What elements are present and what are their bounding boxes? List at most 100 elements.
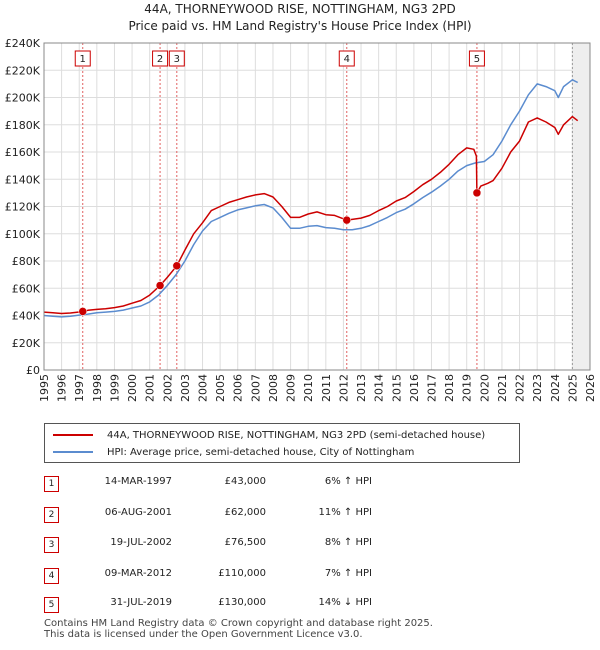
sale-price: £130,000	[218, 597, 266, 608]
forecast-shade	[571, 43, 590, 370]
x-tick-label: 1997	[73, 374, 86, 402]
x-tick-label: 2024	[549, 374, 562, 402]
sale-badge: 3	[44, 537, 59, 553]
x-tick-label: 2008	[267, 374, 280, 402]
x-tick-label: 1998	[91, 374, 104, 402]
table-row: 3 19-JUL-2002 £76,500 8% ↑ HPI	[44, 537, 584, 553]
x-tick-label: 1996	[56, 374, 69, 402]
sale-date: 09-MAR-2012	[104, 568, 172, 579]
y-tick-label: £180K	[5, 119, 41, 132]
table-row: 5 31-JUL-2019 £130,000 14% ↓ HPI	[44, 597, 584, 613]
y-tick-label: £220K	[5, 64, 41, 77]
x-tick-label: 2003	[179, 374, 192, 402]
legend-item-property: 44A, THORNEYWOOD RISE, NOTTINGHAM, NG3 2…	[53, 427, 485, 443]
y-tick-label: £80K	[12, 255, 41, 268]
sale-number-box	[168, 50, 185, 67]
sale-point	[155, 281, 165, 290]
sale-date: 19-JUL-2002	[110, 537, 172, 548]
y-tick-label: £240K	[5, 37, 41, 50]
sale-point	[78, 307, 87, 316]
chart-subtitle: Price paid vs. HM Land Registry's House …	[128, 19, 471, 33]
x-tick-label: 2000	[126, 374, 139, 402]
y-tick-label: £100K	[5, 228, 41, 241]
sale-number-box	[468, 50, 485, 67]
x-tick-label: 1995	[38, 374, 51, 402]
y-tick-label: £20K	[12, 337, 41, 350]
x-tick-label: 2002	[161, 374, 174, 402]
plot-border	[43, 42, 591, 371]
legend-label-hpi: HPI: Average price, semi-detached house,…	[107, 446, 415, 458]
legend-label-property: 44A, THORNEYWOOD RISE, NOTTINGHAM, NG3 2…	[107, 429, 486, 441]
x-tick-label: 2022	[514, 374, 527, 402]
y-tick-label: £160K	[5, 146, 41, 159]
x-tick-label: 2025	[566, 374, 579, 402]
legend-swatch-property	[53, 434, 93, 436]
footer-copyright: Contains HM Land Registry data © Crown c…	[44, 618, 433, 629]
x-tick-label: 2018	[443, 374, 456, 402]
sale-number-box	[152, 50, 169, 67]
sale-hpi: 11% ↑ HPI	[318, 507, 372, 518]
y-tick-label: £0	[26, 364, 40, 377]
y-tick-label: £120K	[5, 201, 41, 214]
sale-number-label: 4	[344, 54, 350, 65]
x-tick-label: 2020	[478, 374, 491, 402]
x-tick-label: 2026	[584, 374, 597, 402]
sale-hpi: 6% ↑ HPI	[324, 476, 372, 487]
x-tick-label: 2006	[232, 374, 245, 402]
x-tick-label: 2014	[373, 374, 386, 402]
x-tick-label: 2009	[285, 374, 298, 402]
x-tick-label: 2005	[214, 374, 227, 402]
sale-date: 31-JUL-2019	[110, 597, 172, 608]
sale-price: £76,500	[224, 537, 266, 548]
x-tick-label: 2001	[144, 374, 157, 402]
x-tick-label: 2017	[425, 374, 438, 402]
y-tick-label: £140K	[5, 173, 41, 186]
sale-badge: 2	[44, 507, 59, 523]
sale-date: 14-MAR-1997	[104, 476, 172, 487]
sale-number-label: 1	[80, 54, 86, 65]
x-tick-label: 2021	[496, 374, 509, 402]
sale-number-box	[74, 50, 91, 67]
legend: 44A, THORNEYWOOD RISE, NOTTINGHAM, NG3 2…	[44, 423, 520, 463]
sale-price: £110,000	[218, 568, 266, 579]
sale-markers	[78, 188, 482, 316]
sale-date: 06-AUG-2001	[104, 507, 172, 518]
sale-hpi: 14% ↓ HPI	[318, 597, 372, 608]
sale-point	[342, 215, 352, 225]
y-axis: £0 £20K £40K £60K £80K £100K £120K £140K £160K £1…	[5, 37, 41, 377]
table-row: 1 14-MAR-1997 £43,000 6% ↑ HPI	[44, 476, 584, 492]
sale-badge: 1	[44, 476, 59, 492]
x-tick-label: 2011	[320, 374, 333, 402]
sale-badge: 4	[44, 568, 59, 584]
x-tick-label: 1999	[108, 374, 121, 402]
x-tick-label: 2004	[197, 374, 210, 402]
sale-point	[172, 261, 182, 271]
y-tick-label: £200K	[5, 92, 41, 105]
x-tick-label: 2007	[249, 374, 262, 402]
sale-price: £62,000	[224, 507, 266, 518]
y-tick-label: £40K	[12, 310, 41, 323]
footer-licence: This data is licensed under the Open Gov…	[44, 629, 363, 640]
table-row: 2 06-AUG-2001 £62,000 11% ↑ HPI	[44, 507, 584, 523]
series-line	[43, 115, 579, 315]
sale-hpi: 7% ↑ HPI	[324, 568, 372, 579]
table-row: 4 09-MAR-2012 £110,000 7% ↑ HPI	[44, 568, 584, 584]
sale-number-label: 5	[474, 54, 480, 65]
chart-title: 44A, THORNEYWOOD RISE, NOTTINGHAM, NG3 2…	[144, 2, 455, 16]
x-tick-label: 2016	[408, 374, 421, 402]
forecast-region	[572, 43, 590, 370]
y-tick-label: £60K	[12, 282, 41, 295]
price-chart: 44A, THORNEYWOOD RISE, NOTTINGHAM, NG3 2…	[5, 2, 597, 402]
x-tick-label: 2023	[531, 374, 544, 402]
x-axis: 1995 1996 1997 1998 1999 2000 2001 2002 2003 2004…	[38, 374, 597, 402]
series-line	[43, 79, 579, 318]
footer: Contains HM Land Registry data © Crown c…	[44, 618, 433, 640]
sale-hpi: 8% ↑ HPI	[324, 537, 372, 548]
sale-badge: 5	[44, 597, 59, 613]
sale-number-label: 3	[174, 54, 180, 65]
sale-number-label: 2	[157, 54, 163, 65]
x-tick-label: 2013	[355, 374, 368, 402]
sale-point	[472, 188, 482, 198]
series-lines	[43, 79, 579, 318]
legend-item-hpi: HPI: Average price, semi-detached house,…	[53, 444, 414, 460]
